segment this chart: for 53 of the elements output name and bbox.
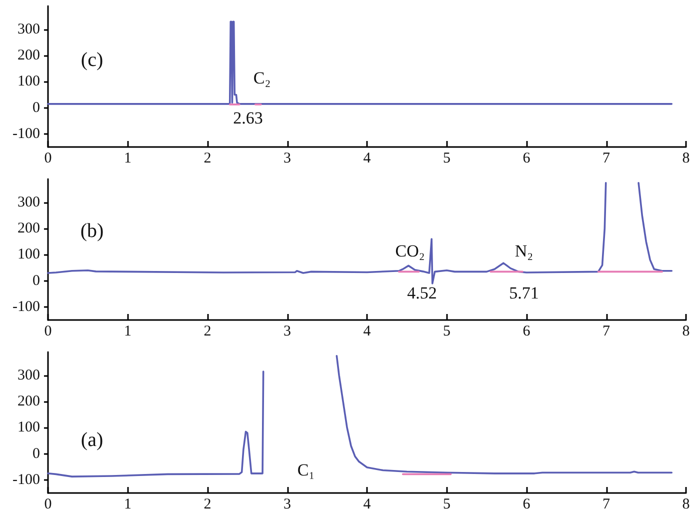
annotation: N₂	[514, 242, 534, 260]
x-tick-label: 6	[522, 496, 531, 512]
annotation: CO₂	[395, 242, 425, 260]
annotation: C₂	[253, 68, 271, 88]
x-tick-label: 2	[204, 496, 212, 512]
x-tick-label: 6	[522, 324, 531, 340]
x-tick-label: 6	[522, 150, 531, 166]
x-tick-label: 3	[284, 324, 291, 340]
y-tick-label: 200	[18, 394, 40, 410]
x-tick-label: 7	[602, 150, 610, 166]
x-tick-label: 3	[284, 496, 291, 512]
x-tick-label: 8	[682, 150, 690, 166]
y-tick-label: 300	[18, 194, 40, 210]
y-tick-label: 0	[32, 446, 40, 462]
y-tick-label: 100	[18, 74, 40, 90]
annotation: 5.71	[509, 284, 539, 302]
x-tick-label: 3	[284, 150, 291, 166]
x-tick-label: 0	[44, 496, 52, 512]
annotation: (b)	[80, 220, 104, 242]
y-tick-label: 300	[18, 368, 40, 384]
annotation: (a)	[80, 429, 104, 451]
x-tick-label: 2	[204, 150, 212, 166]
x-tick-label: 7	[602, 324, 610, 340]
x-tick-label: 8	[682, 324, 690, 340]
y-tick-label: 0	[32, 272, 40, 289]
x-tick-label: 1	[124, 324, 132, 340]
x-tick-label: 4	[363, 496, 372, 512]
y-tick-label: -100	[12, 472, 40, 488]
y-tick-label: 100	[18, 420, 40, 436]
x-tick-label: 2	[204, 324, 212, 340]
x-tick-label: 8	[682, 496, 690, 512]
x-tick-label: 7	[602, 496, 610, 512]
y-tick-label: 300	[18, 22, 40, 38]
annotation: C₁	[297, 460, 315, 480]
x-tick-label: 4	[363, 324, 372, 340]
x-tick-label: 1	[124, 496, 132, 512]
annotation: 4.52	[407, 284, 437, 302]
x-tick-label: 0	[44, 324, 52, 340]
annotation: (c)	[80, 49, 104, 71]
x-tick-label: 1	[124, 150, 132, 166]
x-tick-label: 4	[363, 150, 372, 166]
x-tick-label: 0	[44, 150, 52, 166]
y-tick-label: 100	[18, 246, 40, 263]
y-tick-label: 0	[32, 100, 40, 116]
x-tick-label: 5	[443, 150, 450, 166]
y-tick-label: -100	[12, 298, 40, 315]
annotation: 2.63	[233, 108, 263, 128]
line-series	[47, 20, 673, 105]
x-tick-label: 5	[443, 324, 450, 340]
x-tick-label: 5	[443, 496, 450, 512]
y-tick-label: 200	[18, 48, 40, 64]
y-tick-label: 200	[18, 220, 40, 237]
y-tick-label: -100	[12, 126, 40, 142]
